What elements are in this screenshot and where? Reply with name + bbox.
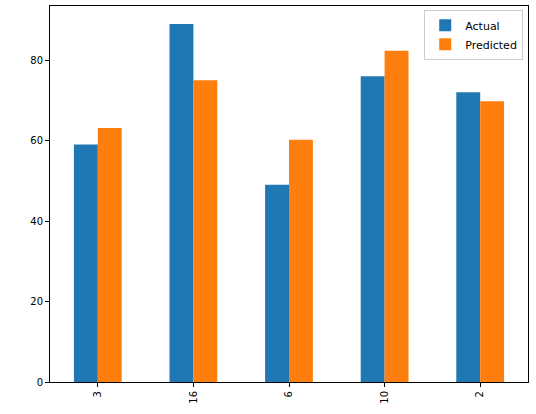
svg-text:80: 80 — [30, 55, 43, 66]
svg-text:0: 0 — [37, 377, 43, 388]
svg-text:6: 6 — [283, 391, 294, 397]
svg-text:10: 10 — [379, 391, 390, 404]
svg-text:20: 20 — [30, 296, 43, 307]
svg-text:16: 16 — [188, 391, 199, 404]
svg-text:60: 60 — [30, 135, 43, 146]
svg-text:40: 40 — [30, 216, 43, 227]
svg-text:2: 2 — [474, 391, 485, 397]
svg-text:Predicted: Predicted — [465, 39, 517, 52]
svg-text:3: 3 — [92, 391, 103, 397]
svg-text:Actual: Actual — [465, 20, 499, 33]
